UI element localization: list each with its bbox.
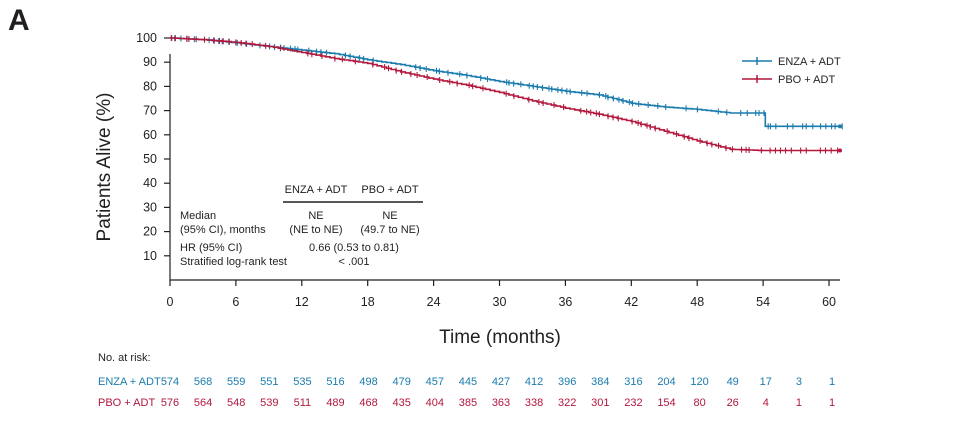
x-tick-label: 60: [822, 295, 836, 309]
series-end-point: [838, 124, 842, 129]
stats-table: ENZA + ADT PBO + ADT Median (95% CI), mo…: [180, 184, 423, 268]
risk-count: 489: [326, 397, 344, 409]
series-line-pbo: [170, 37, 840, 152]
risk-count: 574: [161, 376, 179, 388]
risk-count: 396: [558, 376, 576, 388]
risk-count: 498: [359, 376, 377, 388]
risk-count: 322: [558, 397, 576, 409]
risk-count: 559: [227, 376, 245, 388]
stats-median-sublabel: (95% CI), months: [180, 224, 266, 236]
stats-logrank-label: Stratified log-rank test: [180, 256, 287, 268]
risk-count: 154: [657, 397, 675, 409]
risk-count: 17: [760, 376, 772, 388]
risk-row-label: PBO + ADT: [98, 397, 155, 409]
risk-count: 49: [727, 376, 739, 388]
x-tick-label: 12: [295, 295, 309, 309]
y-tick-label: 20: [143, 225, 157, 239]
y-axis-title: Patients Alive (%): [94, 93, 115, 242]
legend-label-enza: ENZA + ADT: [778, 56, 841, 68]
risk-count: 412: [525, 376, 543, 388]
y-tick-label: 40: [143, 176, 157, 190]
risk-count: 363: [492, 397, 510, 409]
y-tick-label: 10: [143, 249, 157, 263]
y-tick-label: 50: [143, 152, 157, 166]
x-tick-label: 42: [624, 295, 638, 309]
x-tick-label: 24: [427, 295, 441, 309]
risk-count: 3: [796, 376, 802, 388]
risk-count: 232: [624, 397, 642, 409]
x-tick-label: 48: [690, 295, 704, 309]
risk-count: 435: [393, 397, 411, 409]
risk-count: 316: [624, 376, 642, 388]
x-tick-label: 6: [232, 295, 239, 309]
y-tick-label: 90: [143, 55, 157, 69]
stats-col-header-pbo: PBO + ADT: [361, 184, 418, 196]
risk-count: 516: [326, 376, 344, 388]
stats-median-label: Median: [180, 210, 216, 222]
risk-count: 1: [796, 397, 802, 409]
x-axis-title: Time (months): [439, 327, 561, 348]
risk-count: 404: [426, 397, 444, 409]
risk-count: 511: [294, 397, 312, 409]
risk-count: 301: [591, 397, 609, 409]
risk-count: 548: [227, 397, 245, 409]
risk-count: 26: [727, 397, 739, 409]
risk-count: 568: [194, 376, 212, 388]
stats-median-pbo-ci: (49.7 to NE): [360, 224, 419, 236]
risk-count: 576: [161, 397, 179, 409]
risk-count: 1: [829, 397, 835, 409]
risk-table-title: No. at risk:: [98, 352, 151, 364]
risk-count: 384: [591, 376, 609, 388]
risk-count: 468: [359, 397, 377, 409]
stats-logrank-value: < .001: [339, 256, 370, 268]
risk-count: 1: [829, 376, 835, 388]
stats-hr-value: 0.66 (0.53 to 0.81): [309, 242, 399, 254]
risk-count: 564: [194, 397, 212, 409]
y-tick-label: 70: [143, 104, 157, 118]
y-tick-label: 80: [143, 79, 157, 93]
risk-count: 539: [260, 397, 278, 409]
legend: ENZA + ADT PBO + ADT: [742, 56, 841, 86]
risk-count: 445: [459, 376, 477, 388]
panel-label: A: [8, 4, 30, 37]
risk-table: ENZA + ADT 574 568 559 551 535 516 498 479 457 445…: [98, 376, 835, 409]
stats-median-enza: NE: [308, 210, 323, 222]
stats-hr-label: HR (95% CI): [180, 242, 242, 254]
risk-count: 338: [525, 397, 543, 409]
risk-count: 551: [260, 376, 278, 388]
x-tick-label: 18: [361, 295, 375, 309]
risk-count: 457: [426, 376, 444, 388]
y-tick-label: 60: [143, 128, 157, 142]
x-tick-label: 54: [756, 295, 770, 309]
series-line-enza: [170, 37, 840, 128]
y-tick-label: 30: [143, 200, 157, 214]
series-end-point: [838, 148, 842, 153]
risk-count: 479: [393, 376, 411, 388]
risk-count: 80: [693, 397, 705, 409]
legend-label-pbo: PBO + ADT: [778, 74, 835, 86]
stats-median-pbo: NE: [382, 210, 397, 222]
risk-count: 120: [690, 376, 708, 388]
stats-col-header-enza: ENZA + ADT: [285, 184, 348, 196]
risk-row-label: ENZA + ADT: [98, 376, 161, 388]
risk-count: 4: [763, 397, 769, 409]
y-tick-label: 100: [136, 31, 157, 45]
x-tick-label: 0: [167, 295, 174, 309]
risk-count: 535: [293, 376, 311, 388]
risk-count: 385: [459, 397, 477, 409]
x-tick-label: 30: [493, 295, 507, 309]
x-tick-label: 36: [558, 295, 572, 309]
risk-count: 204: [657, 376, 675, 388]
risk-count: 427: [492, 376, 510, 388]
stats-median-enza-ci: (NE to NE): [289, 224, 342, 236]
